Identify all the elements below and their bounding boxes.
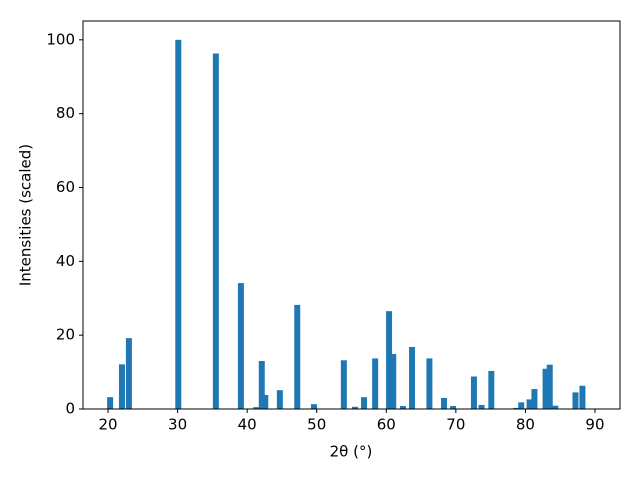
bar [340, 360, 347, 409]
x-tick-label: 70 [446, 416, 465, 434]
bar [470, 376, 477, 409]
bar [531, 389, 538, 409]
bar [361, 397, 368, 409]
bar [518, 402, 525, 409]
bar [426, 358, 433, 409]
y-tick-label: 40 [56, 252, 75, 270]
bar [572, 392, 579, 409]
x-tick-label: 50 [307, 416, 326, 434]
y-tick-label: 100 [46, 30, 75, 48]
bar [262, 394, 269, 409]
bar [478, 404, 485, 409]
x-tick-label: 80 [516, 416, 535, 434]
bar [118, 364, 125, 409]
bar [542, 368, 549, 409]
bar [351, 406, 358, 409]
x-tick-label: 90 [585, 416, 604, 434]
bar [258, 361, 265, 409]
x-tick-label: 20 [98, 416, 117, 434]
bar [399, 406, 406, 409]
plot-frame [82, 20, 621, 410]
bar [107, 397, 114, 409]
y-tick-label: 0 [65, 400, 75, 418]
x-axis-label: 2θ (°) [330, 443, 373, 461]
x-tick-label: 30 [168, 416, 187, 434]
bar [409, 346, 416, 409]
bar [253, 407, 260, 409]
bar [386, 311, 393, 409]
bar [237, 283, 244, 409]
bar [526, 399, 533, 409]
bar [125, 338, 132, 409]
bar [488, 370, 495, 409]
bar [310, 404, 317, 409]
bar [513, 407, 520, 409]
x-tick-label: 60 [377, 416, 396, 434]
bar [294, 304, 301, 409]
bar [390, 353, 397, 409]
bar [175, 39, 182, 409]
bar [450, 406, 457, 409]
bar [441, 397, 448, 409]
bar [546, 364, 553, 409]
bar [276, 390, 283, 409]
y-axis-label: Intensities (scaled) [17, 144, 35, 286]
bar [579, 385, 586, 409]
y-tick-label: 80 [56, 104, 75, 122]
x-tick-label: 40 [238, 416, 257, 434]
bar [372, 358, 379, 409]
y-tick-label: 60 [56, 178, 75, 196]
y-tick-label: 20 [56, 326, 75, 344]
bar [552, 405, 559, 409]
bar [212, 53, 219, 410]
